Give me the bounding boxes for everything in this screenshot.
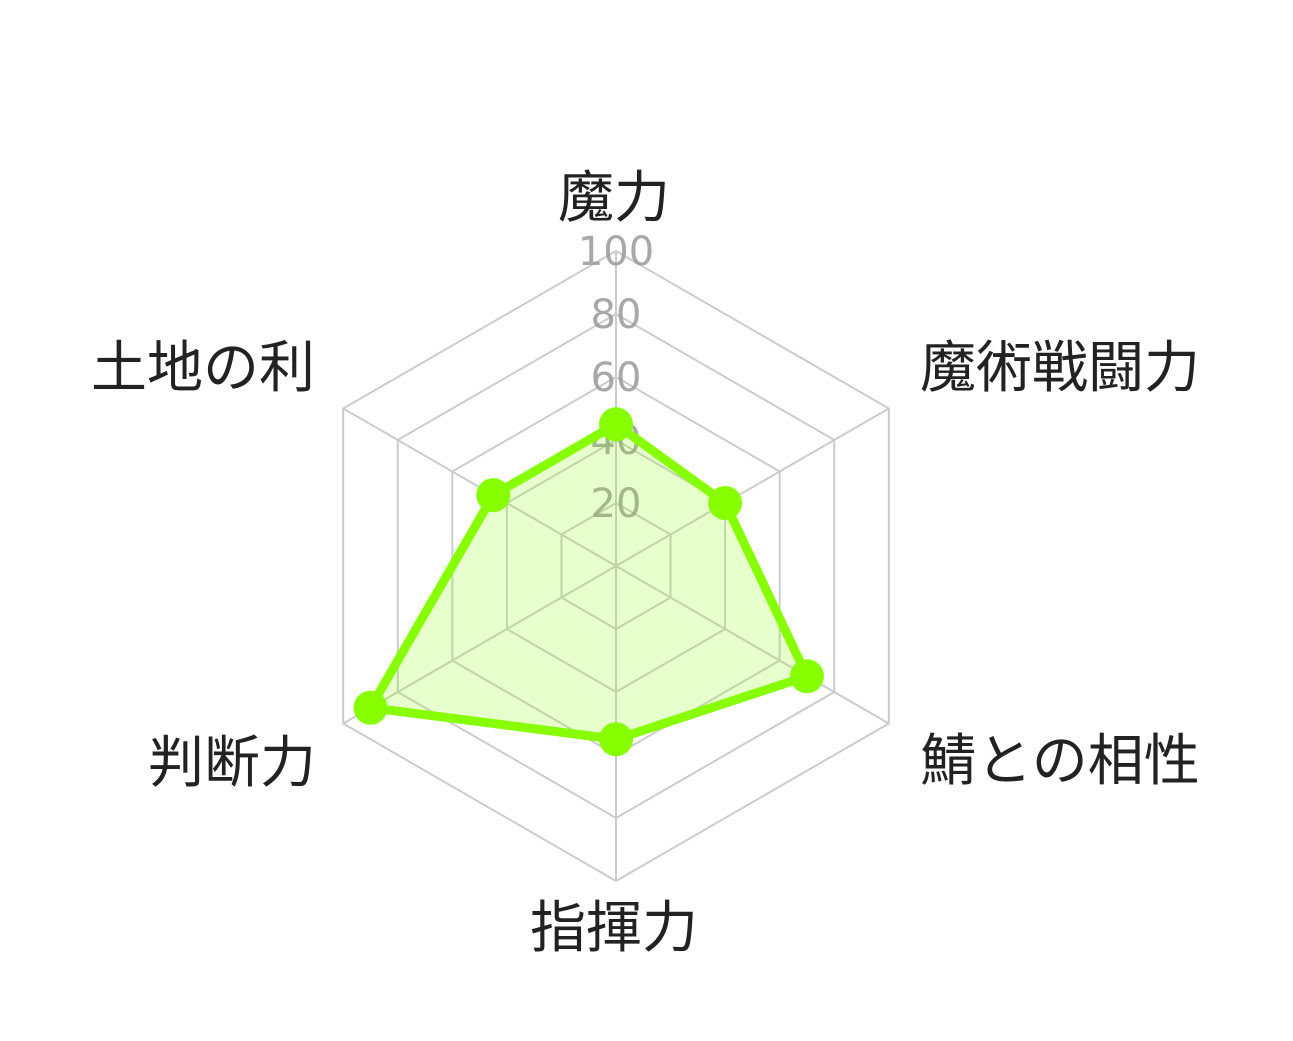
category-label: 判断力 — [148, 731, 316, 796]
tick-labels: 20406080100 — [578, 229, 654, 527]
tick-label: 20 — [591, 481, 642, 527]
category-label: 魔力 — [558, 166, 670, 231]
data-point — [599, 407, 633, 442]
series — [353, 407, 824, 757]
tick-label: 80 — [591, 292, 642, 338]
tick-label: 100 — [578, 229, 654, 275]
data-point — [708, 486, 743, 520]
data-point — [789, 659, 824, 694]
category-label: 魔術戦闘力 — [920, 336, 1200, 401]
tick-label: 60 — [591, 355, 642, 401]
category-label: 鯖との相性 — [920, 729, 1199, 794]
series-area — [365, 419, 812, 744]
category-label: 土地の利 — [91, 336, 315, 401]
grid-spoke — [615, 407, 890, 567]
data-point — [353, 690, 388, 725]
grid-spoke — [342, 565, 617, 725]
grid-spoke — [615, 565, 890, 725]
data-point — [599, 722, 633, 757]
category-label: 指揮力 — [530, 896, 698, 961]
data-point — [476, 478, 511, 513]
